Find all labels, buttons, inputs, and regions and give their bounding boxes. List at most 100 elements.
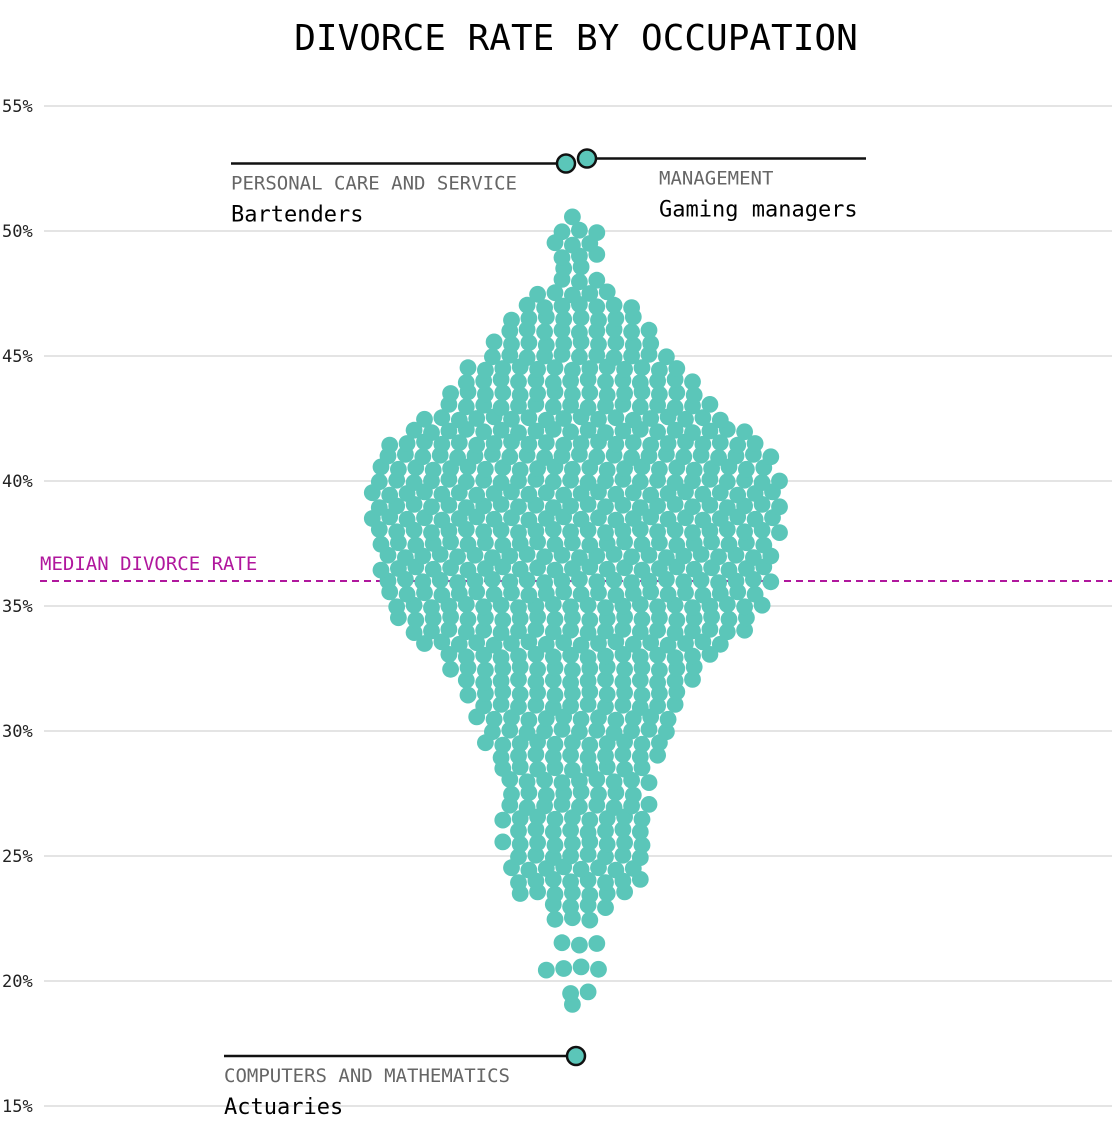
occupation-dot — [616, 385, 633, 402]
occupation-dot — [537, 786, 555, 804]
occupation-dot — [555, 436, 573, 454]
occupation-dot — [457, 473, 475, 491]
occupation-dot — [649, 423, 666, 441]
occupation-dot — [677, 635, 694, 652]
occupation-dot — [616, 834, 633, 852]
occupation-dot — [607, 861, 625, 879]
occupation-dot — [433, 485, 451, 503]
occupation-dot — [564, 361, 581, 379]
occupation-dot — [492, 474, 510, 491]
occupation-dot — [579, 421, 597, 439]
occupation-dot — [624, 336, 642, 354]
occupation-dot — [668, 360, 686, 377]
occupation-dot — [605, 724, 623, 741]
occupation-dot — [659, 585, 677, 603]
occupation-dot — [710, 574, 727, 591]
occupation-dot — [597, 599, 614, 616]
occupation-dot — [659, 636, 677, 654]
occupation-dot — [684, 671, 701, 688]
occupation-dot — [684, 647, 701, 665]
occupation-dot — [649, 598, 666, 616]
occupation-dot — [685, 461, 703, 479]
occupation-dot — [450, 411, 468, 429]
occupation-dot — [588, 448, 606, 466]
occupation-dot — [624, 434, 642, 452]
occupation-dot — [762, 448, 780, 466]
occupation-dot — [701, 396, 719, 413]
occupation-dot — [510, 524, 527, 541]
occupation-dot — [433, 586, 451, 604]
occupation-dot — [518, 773, 536, 791]
occupation-dot — [675, 448, 693, 466]
occupation-dot — [711, 635, 729, 653]
occupation-dot — [590, 635, 607, 652]
occupation-dot — [527, 846, 545, 864]
occupation-dot — [510, 373, 527, 391]
occupation-dot — [562, 746, 579, 764]
occupation-dot — [459, 359, 477, 377]
occupation-dot — [510, 848, 527, 866]
occupation-dot — [684, 498, 701, 516]
occupation-dot — [605, 799, 623, 816]
category-label: PERSONAL CARE AND SERVICE — [231, 173, 517, 195]
occupation-dot — [590, 960, 607, 978]
occupation-dot — [624, 635, 642, 653]
occupation-dot — [398, 510, 416, 528]
occupation-dot — [623, 449, 640, 466]
occupation-dot — [590, 785, 607, 803]
occupation-dot — [457, 671, 475, 689]
occupation-dot — [666, 474, 684, 491]
occupation-dot — [520, 586, 538, 604]
occupation-dot — [771, 472, 788, 490]
occupation-dot — [729, 436, 747, 454]
occupation-dot — [598, 835, 616, 853]
y-tick-label: 25% — [2, 847, 33, 867]
occupation-dot — [388, 598, 406, 616]
occupation-dot — [494, 360, 512, 377]
occupation-dot — [468, 634, 486, 652]
occupation-dot — [564, 460, 581, 478]
occupation-dot — [651, 361, 668, 379]
occupation-dot — [720, 561, 738, 579]
occupation-dot — [494, 611, 512, 629]
occupation-dot — [562, 621, 579, 639]
occupation-dot — [520, 861, 538, 879]
occupation-dot — [746, 435, 764, 452]
occupation-dot — [623, 722, 640, 740]
occupation-dot — [518, 799, 536, 816]
occupation-dot — [651, 661, 668, 679]
occupation-dot — [755, 536, 773, 554]
median-marker: MEDIAN DIVORCE RATE — [40, 553, 1112, 582]
occupation-dot — [511, 835, 529, 853]
occupation-dot — [597, 622, 614, 640]
occupation-dot — [450, 434, 468, 452]
occupation-dot — [598, 560, 616, 578]
occupation-dot — [590, 410, 607, 428]
occupation-dot — [588, 573, 606, 591]
occupation-dot — [607, 435, 625, 453]
occupation-dot — [494, 384, 512, 402]
occupation-dot — [529, 385, 546, 402]
occupation-dot — [659, 510, 677, 528]
occupation-dot — [468, 486, 486, 504]
occupation-dot — [651, 460, 668, 478]
occupation-dot — [423, 424, 440, 441]
occupation-dot — [607, 409, 625, 427]
occupation-dot — [579, 649, 597, 666]
occupation-dot — [459, 686, 477, 704]
occupation-dot — [370, 499, 388, 516]
occupation-dot — [553, 934, 571, 952]
occupation-dot — [694, 633, 712, 651]
occupation-dot — [597, 848, 614, 866]
occupation-dot — [588, 271, 606, 289]
occupation-dot — [598, 386, 616, 404]
occupation-dot — [624, 786, 642, 804]
occupation-dot — [485, 585, 503, 603]
occupation-dot — [623, 548, 640, 566]
occupation-dot — [518, 349, 536, 366]
occupation-dot — [414, 573, 432, 591]
occupation-dot — [571, 936, 588, 954]
occupation-dot — [510, 747, 527, 765]
occupation-dot — [529, 360, 546, 378]
occupation-dot — [450, 635, 468, 653]
